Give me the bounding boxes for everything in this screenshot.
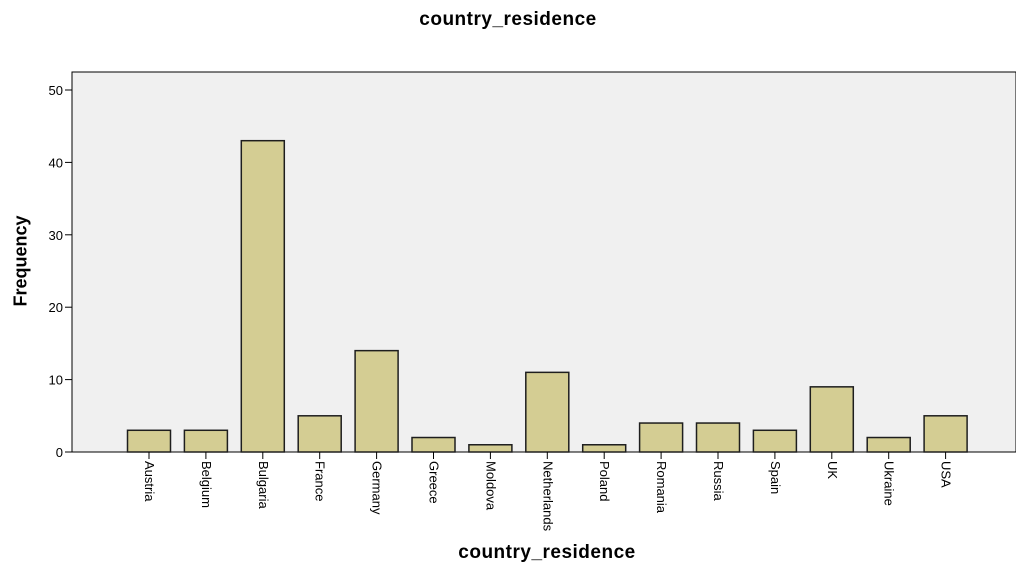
x-tick-label-france: France xyxy=(313,461,328,501)
x-tick-label-netherlands: Netherlands xyxy=(540,461,555,532)
x-tick-label-uk: UK xyxy=(825,461,840,479)
x-axis: Austria Belgium Bulgaria France Germany Greec… xyxy=(142,452,954,532)
bars xyxy=(126,139,968,453)
bar-ukraine xyxy=(866,436,911,453)
x-axis-title: country_residence xyxy=(458,542,636,563)
x-tick-label-poland: Poland xyxy=(597,461,612,501)
bar-france xyxy=(297,415,342,453)
bar-romania xyxy=(638,422,684,453)
x-tick-label-ukraine: Ukraine xyxy=(882,461,897,506)
chart-title: country_residence xyxy=(419,9,597,30)
x-tick-label-russia: Russia xyxy=(711,461,726,502)
y-tick-label: 30 xyxy=(49,228,63,243)
y-tick-label: 20 xyxy=(49,300,63,315)
x-tick-label-romania: Romania xyxy=(654,461,669,514)
bar-spain xyxy=(752,429,798,453)
x-tick-label-usa: USA xyxy=(939,461,954,488)
bar-austria xyxy=(126,429,172,453)
bar-moldova xyxy=(468,444,513,453)
x-tick-label-germany: Germany xyxy=(370,461,385,515)
x-tick-label-austria: Austria xyxy=(142,461,157,502)
bar-russia xyxy=(695,422,741,453)
x-tick-label-spain: Spain xyxy=(768,461,783,494)
x-tick-label-greece: Greece xyxy=(427,461,442,504)
bar-usa xyxy=(923,415,968,453)
y-axis: 0 10 20 30 40 50 xyxy=(49,83,72,460)
bar-belgium xyxy=(183,429,229,453)
x-tick-label-bulgaria: Bulgaria xyxy=(256,461,271,509)
bar-netherlands xyxy=(525,371,570,453)
y-tick-label: 50 xyxy=(49,83,63,98)
y-tick-label: 10 xyxy=(49,373,63,388)
x-tick-label-belgium: Belgium xyxy=(199,461,214,508)
bar-greece xyxy=(411,436,456,453)
bar-poland xyxy=(581,444,627,453)
bar-bulgaria xyxy=(240,139,286,453)
bar-germany xyxy=(354,349,399,453)
y-tick-label: 40 xyxy=(49,155,63,170)
bar-uk xyxy=(809,386,855,453)
y-tick-label: 0 xyxy=(56,445,63,460)
x-tick-label-moldova: Moldova xyxy=(483,461,498,511)
